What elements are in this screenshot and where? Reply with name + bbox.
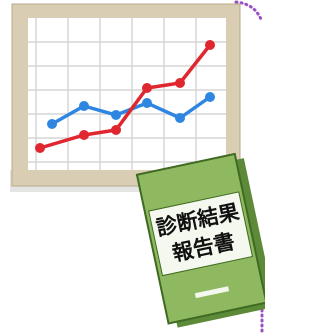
body: {"book": {"title_line1": "診断結果", "title_… [0,0,265,336]
report-book: 診断結果 報告書 [137,152,265,329]
page: report html, body { margin: 0; padding: … [0,0,320,336]
illustration: 診断結果 報告書 [0,0,265,336]
